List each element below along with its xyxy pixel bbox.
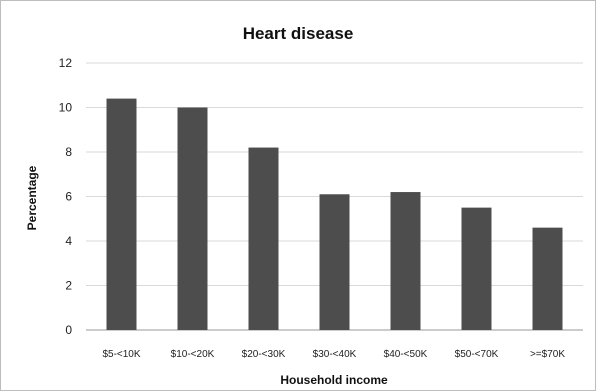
y-tick-label: 6 — [65, 190, 72, 204]
x-tick-label: >=$70K — [530, 349, 565, 360]
x-tick-label: $10-<20K — [171, 349, 215, 360]
y-axis-title: Percentage — [25, 165, 39, 230]
x-tick-label: $50-<70K — [455, 349, 499, 360]
bar — [390, 192, 421, 330]
x-tick-label: $40-<50K — [384, 349, 428, 360]
y-tick-label: 12 — [59, 56, 73, 70]
y-tick-label: 4 — [65, 234, 72, 248]
bar — [319, 194, 350, 330]
x-tick-label: $20-<30K — [242, 349, 286, 360]
x-tick-label: $30-<40K — [313, 349, 357, 360]
bar — [532, 227, 563, 330]
y-tick-labels: 0 2 4 6 8 10 12 — [59, 56, 73, 337]
bars-layer — [106, 98, 563, 330]
bar — [248, 147, 279, 330]
y-tick-label: 2 — [65, 279, 72, 293]
y-tick-label: 10 — [59, 101, 73, 115]
y-tick-label: 0 — [65, 323, 72, 337]
x-axis-title: Household income — [280, 373, 388, 387]
x-tick-label: $5-<10K — [102, 349, 140, 360]
bar — [177, 107, 208, 330]
bar — [106, 98, 137, 330]
bar — [461, 207, 492, 330]
chart-title: Heart disease — [243, 24, 354, 43]
y-tick-label: 8 — [65, 145, 72, 159]
x-tick-labels: $5-<10K $10-<20K $20-<30K $30-<40K $40-<50K $… — [102, 349, 565, 360]
